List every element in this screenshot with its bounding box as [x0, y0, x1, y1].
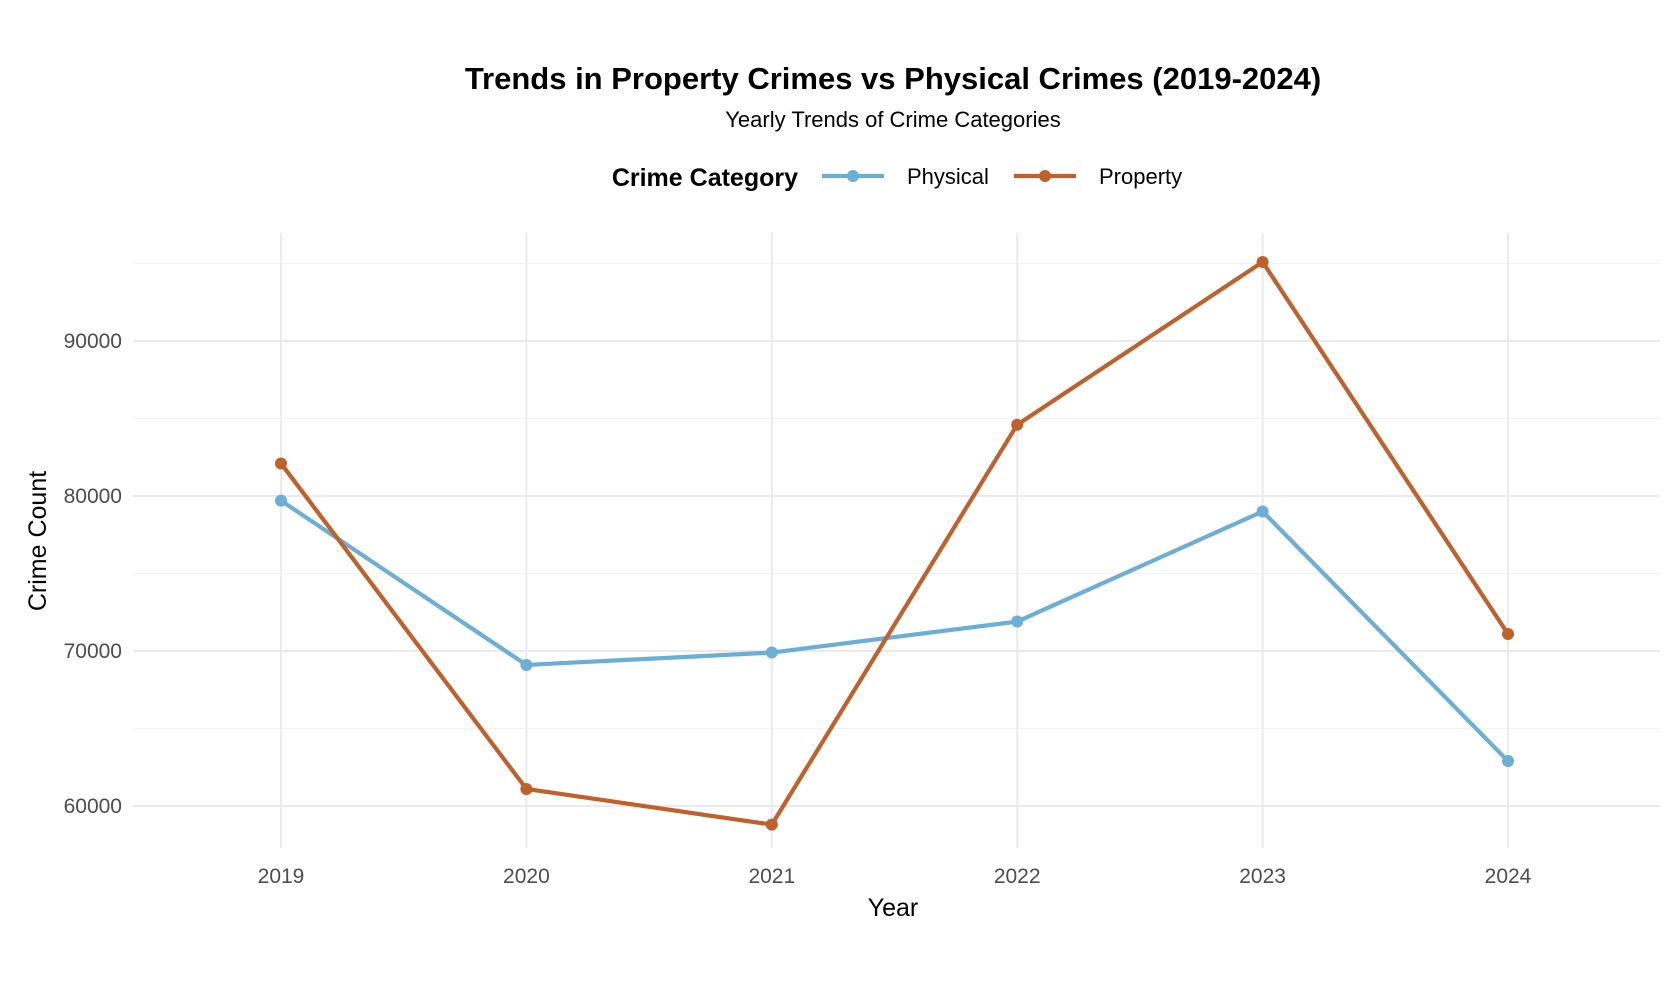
- data-point-physical: [765, 646, 778, 659]
- chart-subtitle: Yearly Trends of Crime Categories: [725, 107, 1060, 132]
- grid: [133, 233, 1660, 848]
- data-point-physical: [275, 494, 287, 507]
- data-point-property: [1502, 627, 1514, 640]
- series-physical: [275, 494, 1514, 768]
- series-line-property: [278, 259, 1511, 827]
- legend-key-point: [847, 170, 859, 182]
- series-property: [275, 255, 1514, 831]
- x-tick-label: 2019: [258, 865, 305, 888]
- x-tick-label: 2023: [1239, 865, 1286, 888]
- legend-label: Property: [1099, 164, 1182, 189]
- legend: Crime Category Physical Property: [612, 164, 1182, 192]
- data-point-physical: [1011, 615, 1024, 628]
- y-tick-label: 70000: [64, 640, 122, 663]
- data-point-property: [520, 782, 533, 795]
- chart-title: Trends in Property Crimes vs Physical Cr…: [465, 61, 1321, 96]
- x-tick-label: 2020: [503, 865, 550, 888]
- data-point-property: [1256, 255, 1269, 268]
- y-tick-label: 90000: [64, 330, 122, 353]
- legend-item-physical: Physical: [822, 164, 989, 189]
- data-point-physical: [1502, 755, 1514, 768]
- legend-key-point: [1039, 170, 1051, 182]
- data-point-property: [275, 457, 287, 470]
- y-tick-label: 80000: [64, 485, 122, 508]
- legend-label: Physical: [907, 164, 989, 189]
- legend-title: Crime Category: [612, 164, 798, 192]
- data-point-property: [1011, 418, 1024, 431]
- data-point-physical: [520, 658, 533, 671]
- data-point-physical: [1256, 505, 1269, 518]
- y-axis-title: Crime Count: [24, 471, 52, 611]
- x-tick-label: 2021: [748, 865, 795, 888]
- data-point-property: [765, 818, 778, 831]
- y-tick-label: 60000: [64, 795, 122, 818]
- x-tick-label: 2022: [994, 865, 1041, 888]
- axis-ticks: 60000 70000 80000 90000 2019 2020 2021 2022 2023…: [64, 330, 1532, 888]
- legend-item-property: Property: [1014, 164, 1182, 189]
- series-line-physical: [278, 498, 1511, 764]
- x-axis-title: Year: [868, 894, 919, 922]
- series-lines: [275, 255, 1514, 831]
- x-tick-label: 2024: [1485, 865, 1532, 888]
